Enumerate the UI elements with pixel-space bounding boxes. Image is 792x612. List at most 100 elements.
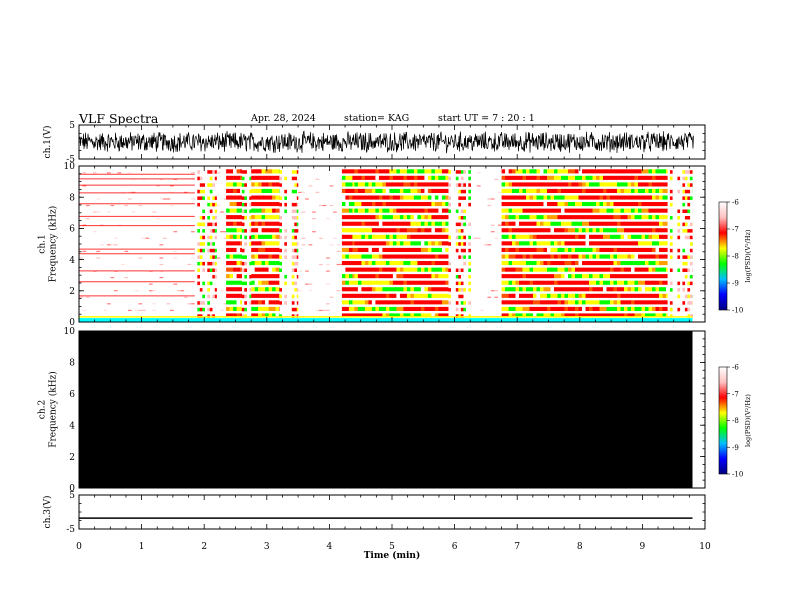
spectrogram-cell — [515, 202, 520, 207]
spectrogram-cell — [371, 234, 376, 239]
spectrogram-cell — [214, 268, 217, 272]
spectrogram-cell — [220, 309, 224, 311]
spectrogram-cell — [229, 228, 234, 233]
spectrogram-cell — [177, 290, 181, 292]
spectrogram-cell — [631, 175, 635, 180]
spectrogram-cell — [659, 221, 663, 226]
spectrogram-cell — [445, 208, 449, 213]
spectrogram-cell — [368, 202, 373, 207]
spectrogram-cell — [519, 234, 523, 239]
spectrogram-cell — [357, 267, 362, 272]
spectrogram-cell — [294, 268, 297, 272]
spectrogram-cell — [229, 274, 234, 279]
spectrogram-cell — [445, 195, 449, 200]
spectrogram-cell — [468, 281, 471, 286]
spectrogram-cell — [294, 170, 297, 174]
spectrogram-cell — [624, 175, 628, 180]
spectrogram-cell — [547, 182, 551, 187]
spectrogram-cell — [352, 306, 355, 311]
spectrogram-cell — [550, 280, 555, 285]
y-tick-label: 2 — [69, 287, 75, 297]
spectrogram-cell — [261, 274, 266, 279]
spectrogram-cell — [564, 175, 569, 180]
spectrogram-cell — [533, 247, 537, 252]
spectrogram-cell — [364, 280, 369, 285]
spectrogram-cell — [582, 306, 586, 311]
spectrogram-cell — [254, 182, 259, 187]
spectrogram-cell — [396, 175, 401, 180]
spectrogram-cell — [561, 188, 565, 193]
spectrogram-cell — [677, 176, 681, 181]
spectrogram-line — [79, 178, 195, 180]
spectrogram-cell — [244, 202, 247, 207]
spectrogram-cell — [385, 306, 390, 311]
spectrogram-cell — [589, 287, 593, 292]
spectrogram-cell — [352, 234, 355, 239]
spectrogram-cell — [571, 254, 576, 259]
spectrogram-cell — [368, 241, 373, 246]
spectrogram-cell — [515, 247, 520, 252]
spectrogram-cell — [226, 234, 230, 239]
spectrogram-cell — [413, 175, 418, 180]
spectrogram-cell — [682, 176, 686, 181]
spectrogram-cell — [533, 280, 537, 285]
spectrogram-cell — [508, 221, 513, 226]
spectrogram-cell — [212, 275, 215, 279]
spectrogram-cell — [529, 287, 534, 292]
spectrogram-cell — [319, 204, 323, 207]
spectrogram-cell — [512, 221, 516, 226]
spectrogram-cell — [103, 309, 108, 311]
spectrogram-cell — [424, 195, 429, 200]
spectrogram-cell — [226, 280, 230, 285]
spectrogram-cell — [272, 280, 276, 285]
spectrogram-cell — [536, 202, 541, 207]
spectrogram-cell — [420, 221, 425, 226]
spectrogram-cell — [606, 188, 611, 193]
spectrogram-cell — [272, 287, 276, 292]
spectrogram-cell — [392, 188, 397, 193]
spectrogram-cell — [582, 287, 586, 292]
spectrogram-cell — [543, 195, 548, 200]
spectrogram-cell — [128, 172, 132, 174]
spectrogram-cell — [571, 274, 576, 279]
spectrogram-cell — [536, 300, 541, 305]
spectrogram-cell — [361, 228, 366, 233]
spectrogram-cell — [659, 267, 663, 272]
spectrogram-cell — [645, 234, 649, 239]
spectrogram-cell — [627, 169, 632, 174]
spectrogram-cell — [368, 254, 373, 259]
spectrogram-cell — [336, 263, 341, 266]
spectrogram-cell — [505, 228, 509, 233]
spectrogram-cell — [396, 293, 401, 298]
spectrogram-cell — [557, 188, 562, 193]
spectrogram-cell — [272, 188, 276, 193]
y-tick-label: 6 — [69, 225, 75, 235]
spectrogram-cell — [86, 204, 90, 207]
spectrogram-cell — [599, 208, 604, 213]
spectrogram-cell — [487, 204, 492, 207]
spectrogram-cell — [468, 314, 471, 318]
spectrogram-cell — [410, 234, 415, 239]
spectrogram-cell — [533, 261, 537, 266]
spectrogram-cell — [345, 280, 350, 285]
spectrogram-cell — [375, 169, 380, 174]
spectrogram-cell — [284, 255, 287, 259]
spectrogram-cell — [645, 300, 649, 305]
spectrogram-cell — [163, 237, 167, 239]
spectrogram-cell — [543, 247, 548, 252]
spectrogram-cell — [424, 287, 429, 292]
spectrogram-cell — [389, 300, 394, 305]
spectrogram-cell — [406, 261, 411, 266]
spectrogram-cell — [666, 182, 668, 187]
spectrogram-cell — [364, 228, 369, 233]
spectrogram-cell — [610, 280, 614, 285]
spectrogram-cell — [410, 202, 415, 207]
spectrogram-cell — [666, 280, 668, 285]
spectrogram-cell — [543, 254, 548, 259]
spectrogram-cell — [610, 293, 614, 298]
spectrogram-cell — [445, 247, 449, 252]
spectrogram-cell — [441, 293, 446, 298]
spectrogram-cell — [526, 182, 530, 187]
spectrogram-cell — [575, 208, 579, 213]
spectrogram-cell — [244, 261, 247, 266]
